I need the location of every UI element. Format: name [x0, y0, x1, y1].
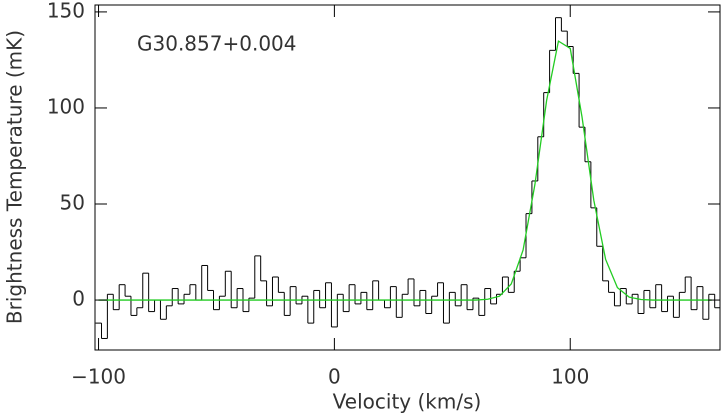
plot-area — [95, 17, 720, 339]
x-tick-label: 100 — [551, 365, 589, 389]
x-tick-label: 0 — [328, 365, 341, 389]
y-tick-label: 100 — [47, 94, 85, 118]
annotation: G30.857+0.004 — [137, 32, 297, 56]
axes-frame — [94, 4, 721, 351]
y-tick-label: 150 — [47, 0, 85, 22]
fit-line — [98, 40, 712, 301]
y-axis-label: Brightness Temperature (mK) — [3, 30, 27, 324]
x-tick-label: −100 — [71, 365, 126, 389]
y-tick-label: 0 — [72, 287, 85, 311]
y-tick-label: 50 — [60, 191, 85, 215]
x-axis-label: Velocity (km/s) — [333, 390, 482, 414]
